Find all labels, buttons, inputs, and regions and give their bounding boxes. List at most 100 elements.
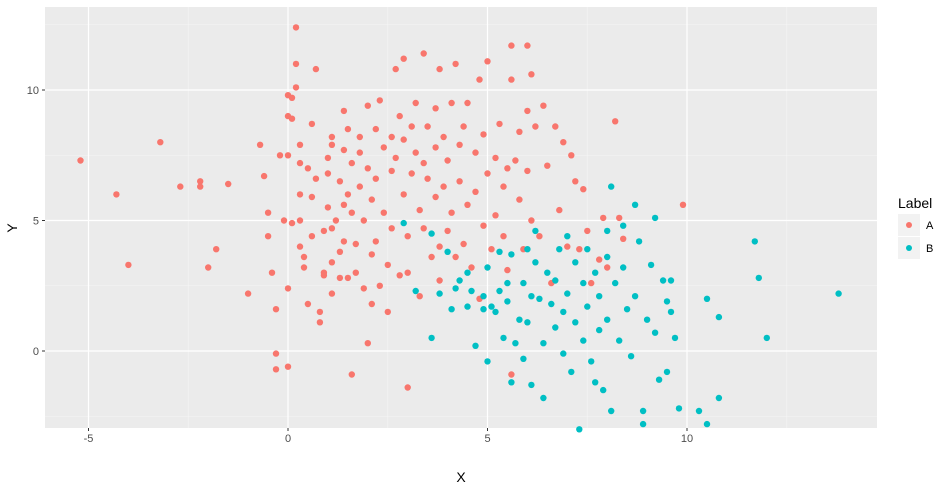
data-point xyxy=(352,240,359,248)
data-point xyxy=(552,324,559,331)
data-point xyxy=(504,266,511,274)
data-point xyxy=(460,123,467,130)
data-point xyxy=(835,290,842,297)
data-point xyxy=(316,319,324,326)
data-point xyxy=(312,65,320,73)
data-point xyxy=(484,170,491,177)
data-point xyxy=(524,42,531,49)
data-point xyxy=(288,94,296,102)
data-point xyxy=(663,298,671,305)
y-axis-title: Y xyxy=(4,223,20,233)
data-point xyxy=(444,227,451,235)
data-point xyxy=(572,259,579,266)
data-point xyxy=(360,217,367,224)
data-point xyxy=(679,201,687,208)
y-tick-label: 10 xyxy=(27,85,39,97)
data-point xyxy=(659,277,667,284)
data-point xyxy=(400,191,407,198)
data-point xyxy=(440,133,447,141)
data-point xyxy=(364,165,371,172)
data-point xyxy=(763,334,770,342)
data-point xyxy=(368,300,375,308)
data-point xyxy=(667,277,675,284)
data-point xyxy=(596,326,603,334)
data-point xyxy=(639,420,647,428)
data-point xyxy=(404,384,411,391)
data-point xyxy=(292,24,300,31)
data-point xyxy=(332,217,340,224)
data-point xyxy=(612,118,619,125)
data-point xyxy=(268,269,276,276)
data-point xyxy=(572,319,579,326)
data-point xyxy=(476,76,483,83)
data-point xyxy=(592,379,599,386)
data-point xyxy=(504,165,511,172)
data-point xyxy=(500,334,507,342)
data-point xyxy=(428,253,435,261)
data-point xyxy=(348,209,355,216)
data-point xyxy=(556,246,563,253)
data-point xyxy=(352,269,359,276)
data-point xyxy=(604,316,611,323)
data-point xyxy=(436,65,443,73)
data-point xyxy=(715,313,723,321)
data-point xyxy=(472,342,479,349)
data-point xyxy=(384,261,391,269)
data-point xyxy=(500,233,507,240)
x-axis: -5 0 5 10 xyxy=(84,428,693,445)
data-point xyxy=(284,363,292,370)
data-point xyxy=(292,60,300,68)
data-point xyxy=(703,420,711,428)
data-point xyxy=(328,141,336,148)
data-point xyxy=(404,233,411,240)
data-point xyxy=(376,97,383,104)
data-point xyxy=(432,144,439,151)
data-point xyxy=(360,285,367,292)
data-point xyxy=(524,167,531,175)
data-point xyxy=(464,303,471,310)
data-point xyxy=(580,279,587,287)
data-point xyxy=(667,308,675,316)
data-point xyxy=(256,141,264,148)
data-point xyxy=(308,193,316,201)
y-axis: 0 5 10 xyxy=(27,85,45,358)
data-point xyxy=(440,183,447,190)
data-point xyxy=(428,334,435,342)
data-point xyxy=(751,238,758,245)
data-point xyxy=(296,243,304,250)
data-point xyxy=(508,76,515,83)
data-point xyxy=(336,248,344,255)
data-point xyxy=(272,366,280,373)
data-point xyxy=(344,191,352,198)
data-point xyxy=(627,353,635,360)
data-points xyxy=(77,24,842,433)
data-point xyxy=(564,243,571,250)
data-point xyxy=(444,157,451,164)
data-point xyxy=(368,196,375,203)
data-point xyxy=(400,136,407,143)
data-point xyxy=(715,394,723,402)
data-point xyxy=(492,212,499,219)
data-point xyxy=(436,277,443,284)
data-point xyxy=(620,222,627,229)
data-point xyxy=(356,149,363,156)
data-point xyxy=(508,42,515,49)
data-point xyxy=(604,253,611,261)
data-point xyxy=(580,337,587,344)
data-point xyxy=(544,162,551,169)
data-point xyxy=(480,222,487,229)
data-point xyxy=(524,319,531,326)
data-point xyxy=(464,201,471,208)
data-point xyxy=(524,107,531,115)
x-tick-label: -5 xyxy=(84,433,94,445)
data-point xyxy=(328,225,336,232)
data-point xyxy=(272,306,280,313)
data-point xyxy=(205,264,212,271)
data-point xyxy=(396,112,403,120)
data-point xyxy=(412,149,419,156)
data-point xyxy=(428,230,435,237)
data-point xyxy=(572,178,579,185)
data-point xyxy=(300,264,308,271)
data-point xyxy=(532,259,539,266)
